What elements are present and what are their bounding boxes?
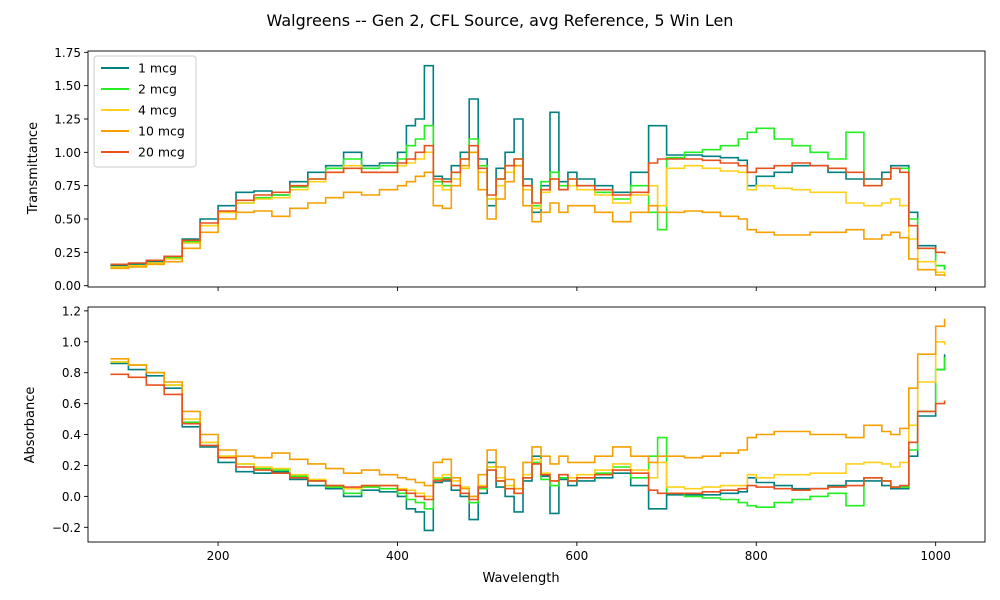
x-tick-label: 400 xyxy=(386,549,409,563)
y-tick-label: 0.25 xyxy=(54,246,81,260)
figure-title: Walgreens -- Gen 2, CFL Source, avg Refe… xyxy=(267,11,734,30)
x-tick-label: 600 xyxy=(565,549,588,563)
y-tick-label: 1.25 xyxy=(54,113,81,127)
legend-label: 1 mcg xyxy=(138,61,177,76)
series-line-10-mcg xyxy=(110,151,946,277)
x-tick-label: 200 xyxy=(207,549,230,563)
legend-label: 2 mcg xyxy=(138,82,177,97)
y-tick-label: 1.0 xyxy=(62,335,81,349)
y-tick-label: 1.2 xyxy=(62,304,81,318)
bottom-xlabel: Wavelength xyxy=(482,571,559,586)
y-tick-label: 0.4 xyxy=(62,428,81,442)
y-tick-label: 0.8 xyxy=(62,366,81,380)
y-tick-label: −0.2 xyxy=(52,521,81,535)
bottom-chart: −0.2 0.0 0.2 0.4 0.6 0.8 1.0 1.2 200 400 600 800 100… xyxy=(23,304,986,586)
x-tick-label: 1000 xyxy=(920,549,951,563)
legend-label: 20 mcg xyxy=(138,145,185,160)
series-line-1-mcg xyxy=(110,354,946,532)
bottom-axes: −0.2 0.0 0.2 0.4 0.6 0.8 1.0 1.2 200 400 600 800 100… xyxy=(52,304,986,563)
series-line-20-mcg xyxy=(110,144,946,266)
y-tick-label: 0.2 xyxy=(62,459,81,473)
series-line-4-mcg xyxy=(110,341,946,498)
x-tick-label: 800 xyxy=(745,549,768,563)
series-line-2-mcg xyxy=(110,357,946,510)
y-tick-label: 1.00 xyxy=(54,146,81,160)
legend: 1 mcg 2 mcg 4 mcg 10 mcg 20 mcg xyxy=(93,55,197,168)
y-tick-label: 1.50 xyxy=(54,79,81,93)
plot-frame xyxy=(87,306,986,543)
series-line-20-mcg xyxy=(110,373,946,501)
y-tick-label: 0.6 xyxy=(62,397,81,411)
y-tick-label: 0.50 xyxy=(54,213,81,227)
legend-label: 10 mcg xyxy=(138,124,185,139)
top-axes: 0.00 0.25 0.50 0.75 1.00 1.25 1.50 1.75 xyxy=(54,46,986,293)
y-tick-label: 0.00 xyxy=(54,279,81,293)
bottom-ylabel: Absorbance xyxy=(23,387,38,464)
top-plot-lines xyxy=(110,64,946,277)
y-tick-label: 0.75 xyxy=(54,179,81,193)
top-chart: 0.00 0.25 0.50 0.75 1.00 1.25 1.50 1.75 Transmi… xyxy=(26,46,986,293)
legend-box xyxy=(93,55,197,168)
y-tick-label: 0.0 xyxy=(62,490,81,504)
bottom-plot-lines xyxy=(110,318,946,532)
series-line-1-mcg xyxy=(110,64,946,270)
legend-label: 4 mcg xyxy=(138,103,177,118)
y-tick-label: 1.75 xyxy=(54,46,81,60)
top-ylabel: Transmittance xyxy=(26,122,41,215)
plot-frame xyxy=(87,50,986,288)
